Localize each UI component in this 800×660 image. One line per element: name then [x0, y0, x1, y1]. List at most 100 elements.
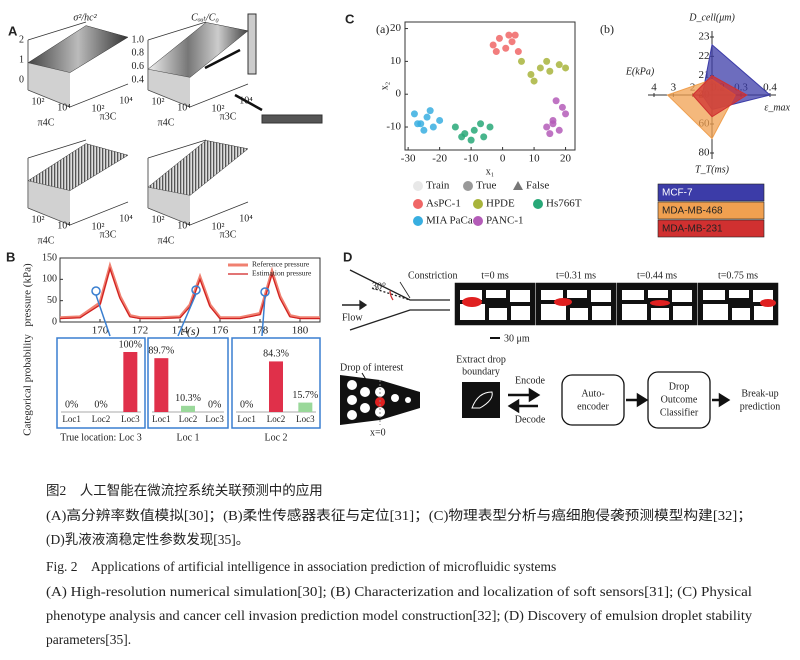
point	[530, 77, 538, 85]
x-axis-label: t (s)	[181, 324, 200, 338]
frame-label: t=0.31 ms	[556, 270, 596, 281]
category-label: Loc2	[179, 414, 198, 424]
x-tick-label: 178	[252, 325, 269, 337]
x-tick-label: 10²	[32, 96, 45, 107]
panel-label: B	[6, 249, 15, 264]
point	[451, 123, 459, 131]
point	[511, 31, 519, 39]
droplet-network	[340, 372, 420, 425]
group-title: Loc 2	[264, 432, 287, 443]
x-axis-label: π4C	[38, 117, 55, 128]
frames	[454, 282, 779, 326]
caption-line: phenotype analysis and cancer cell invas…	[46, 608, 752, 623]
panel-label: A	[8, 23, 18, 38]
point	[458, 133, 466, 141]
bar	[269, 361, 283, 412]
legend-marker	[463, 181, 473, 191]
point	[536, 64, 544, 72]
point	[495, 34, 503, 42]
x-tick-label: 170	[92, 325, 109, 337]
z-tick-label: 0.4	[132, 74, 145, 85]
group-title: Loc 1	[176, 432, 199, 443]
point	[555, 126, 563, 134]
point	[505, 31, 513, 39]
x-tick-label: 10⁴	[177, 102, 191, 113]
surface-side	[148, 69, 190, 107]
legend-row	[657, 201, 765, 220]
value-label: 10.3%	[175, 393, 201, 404]
legend-marker	[473, 216, 483, 226]
legend-label: Reference pressure	[252, 260, 310, 269]
y-axis-label: x₂	[379, 82, 390, 91]
y-tick-label: 10	[390, 55, 402, 67]
label: Decode	[515, 414, 546, 425]
x-tick-label: 20	[560, 153, 572, 165]
pointer-arrows	[91, 285, 270, 337]
radar-tick-label: 21	[699, 69, 710, 81]
z-tick-label: 0	[19, 74, 24, 85]
x-tick-label: 180	[292, 325, 309, 337]
label: 30°	[372, 281, 386, 292]
category-label: Loc1	[62, 414, 81, 424]
legend-marker	[473, 199, 483, 209]
z-tick-label: 1	[19, 54, 24, 65]
x-tick-label: -30	[401, 153, 416, 165]
point	[514, 48, 522, 56]
label: Classifier	[660, 407, 699, 418]
legend-label: AsPC-1	[426, 198, 461, 210]
axis-label: E(kPa)	[625, 66, 655, 77]
legend-label: False	[526, 180, 549, 192]
axis-label: T_T(ms)	[695, 164, 730, 175]
point	[502, 44, 510, 52]
plot-frame	[59, 257, 321, 323]
y-tick-label: 10⁴	[119, 95, 133, 106]
surface	[147, 140, 249, 196]
caption-line: (A) High-resolution numerical simulation…	[46, 584, 752, 599]
point	[558, 103, 566, 111]
z-tick-label: 1.0	[132, 34, 145, 45]
inset	[247, 13, 257, 75]
x-tick-label: 0	[500, 153, 506, 165]
axis-box	[27, 139, 129, 226]
label: encoder	[577, 401, 609, 412]
caption-title: Fig. 2 Applications of artificial intell…	[46, 559, 556, 574]
x-tick-label: 10²	[32, 214, 45, 225]
bar	[154, 358, 169, 412]
plot-frame	[404, 21, 576, 151]
y-axis-label: π3C	[220, 229, 237, 240]
bar	[181, 405, 195, 412]
point	[420, 126, 428, 134]
radar-area	[691, 75, 748, 118]
label: Break-up	[741, 388, 778, 399]
surface	[27, 143, 129, 191]
x-axis-label: π4C	[38, 235, 55, 246]
line	[59, 266, 320, 320]
y-axis-label: π3C	[220, 111, 237, 122]
point	[470, 126, 478, 134]
frame-label: t=0.75 ms	[718, 270, 758, 281]
group-box	[231, 337, 321, 429]
point	[429, 123, 437, 131]
panel-label: C	[345, 11, 355, 26]
panel-label: D	[343, 249, 352, 264]
value-label: 0%	[65, 399, 78, 410]
point	[527, 71, 535, 79]
legend-label: Train	[426, 180, 450, 192]
y-tick-label: 10²	[212, 103, 225, 114]
point	[562, 110, 570, 118]
caption-line: parameters[35].	[46, 632, 131, 647]
point	[555, 61, 563, 69]
surface	[27, 25, 129, 73]
caption-line: (D)乳液液滴稳定性参数发现[35]。	[46, 531, 249, 547]
surface-side	[28, 62, 70, 107]
point	[477, 120, 485, 128]
point	[436, 116, 444, 124]
radar-tick-label: 80	[699, 147, 711, 159]
plot-title: σ²/hc²	[73, 12, 97, 23]
y-axis-label: π3C	[100, 111, 117, 122]
arrows	[507, 387, 731, 414]
legend-label: MDA-MB-231	[662, 224, 723, 235]
y-tick-label: 20	[390, 22, 402, 34]
axis-box	[147, 21, 249, 108]
y-axis-label: Categorical probability	[22, 334, 34, 436]
